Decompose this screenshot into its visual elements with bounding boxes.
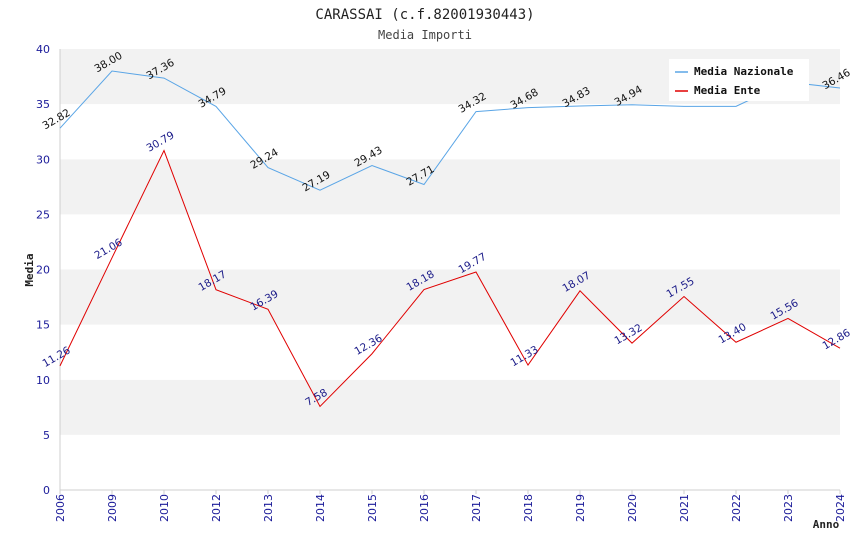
- x-tick-label: 2014: [314, 494, 327, 522]
- x-ticks: 2006 2009 2010 2012 2013 2014 2015 2016 2017 2018…: [54, 490, 847, 522]
- legend-box: [669, 59, 809, 101]
- series-line-media-nazionale: [59, 70, 841, 191]
- x-tick-label: 2022: [730, 494, 743, 522]
- series-line-media-ente: [59, 149, 841, 408]
- y-tick-label: 15: [36, 319, 50, 332]
- chart-title: CARASSAI (c.f.82001930443): [315, 7, 534, 23]
- y-tick-label: 5: [43, 429, 50, 442]
- y-tick-label: 0: [43, 484, 50, 497]
- grid-bands: [60, 49, 840, 490]
- x-tick-label: 2013: [262, 494, 275, 522]
- y-tick-label: 25: [36, 208, 50, 221]
- x-tick-label: 2019: [574, 494, 587, 522]
- x-tick-label: 2016: [418, 494, 431, 522]
- x-tick-label: 2009: [106, 494, 119, 522]
- grid-band: [60, 104, 840, 160]
- y-ticks: 0 5 10 15 20 25 30 35 40: [36, 43, 50, 497]
- x-tick-label: 2020: [626, 494, 639, 522]
- x-tick-label: 2021: [678, 494, 691, 522]
- grid-band: [60, 159, 840, 215]
- x-tick-label: 2017: [470, 494, 483, 522]
- chart-subtitle: Media Importi: [378, 28, 472, 42]
- x-tick-label: 2018: [522, 494, 535, 522]
- x-tick-label: 2015: [366, 494, 379, 522]
- grid-band: [60, 434, 840, 490]
- y-tick-label: 20: [36, 264, 50, 277]
- x-axis-label: Anno: [813, 518, 840, 531]
- x-tick-label: 2006: [54, 494, 67, 522]
- grid-band: [60, 324, 840, 380]
- x-tick-label: 2023: [782, 494, 795, 522]
- x-tick-label: 2024: [834, 494, 847, 522]
- x-tick-label: 2010: [158, 494, 171, 522]
- legend-label-media-nazionale: Media Nazionale: [694, 65, 794, 78]
- legend: Media Nazionale Media Ente: [669, 59, 809, 101]
- grid-band: [60, 379, 840, 435]
- y-tick-label: 10: [36, 374, 50, 387]
- axes: [59, 49, 840, 491]
- y-axis-label: Media: [23, 253, 36, 286]
- y-tick-label: 30: [36, 153, 50, 166]
- grid-band: [60, 214, 840, 270]
- x-tick-label: 2012: [210, 494, 223, 522]
- grid-band: [60, 269, 840, 325]
- y-tick-label: 40: [36, 43, 50, 56]
- legend-label-media-ente: Media Ente: [694, 84, 761, 97]
- y-tick-label: 35: [36, 98, 50, 111]
